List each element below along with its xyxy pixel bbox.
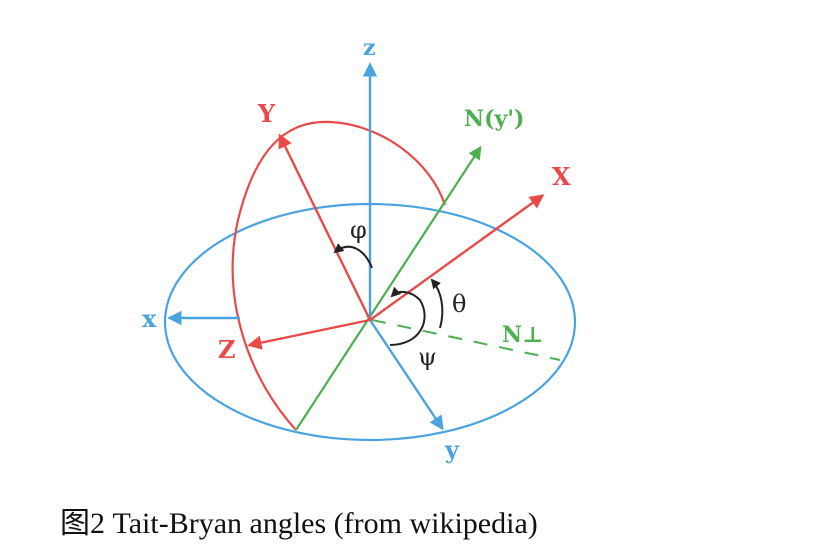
node-line-n-perp — [371, 319, 561, 361]
node-line-n — [295, 145, 482, 431]
label-y: y — [444, 435, 460, 464]
label-phi: φ — [350, 216, 367, 244]
label-n-perp: N⊥ — [502, 322, 543, 348]
angle-arc-phi — [333, 243, 373, 269]
label-z: z — [363, 35, 376, 61]
label-theta: θ — [452, 290, 466, 318]
axis-rotated-x — [369, 194, 545, 321]
figure-caption: 图2 Tait-Bryan angles (from wikipedia) — [60, 507, 538, 540]
label-x: x — [142, 304, 157, 333]
label-rotated-z: Z — [218, 335, 236, 364]
axis-rotated-y — [278, 133, 372, 321]
label-rotated-y: Y — [257, 99, 276, 128]
label-psi: ψ — [418, 343, 437, 371]
angle-arc-psi — [389, 286, 426, 346]
axis-rotated-z — [247, 318, 371, 350]
angle-arc-theta — [430, 278, 444, 329]
diagram-svg: z x y X Y Z N(y') N⊥ φ θ ψ — [142, 35, 577, 464]
label-n: N(y') — [464, 106, 524, 132]
label-rotated-x: X — [552, 162, 571, 191]
axis-y — [369, 319, 444, 431]
